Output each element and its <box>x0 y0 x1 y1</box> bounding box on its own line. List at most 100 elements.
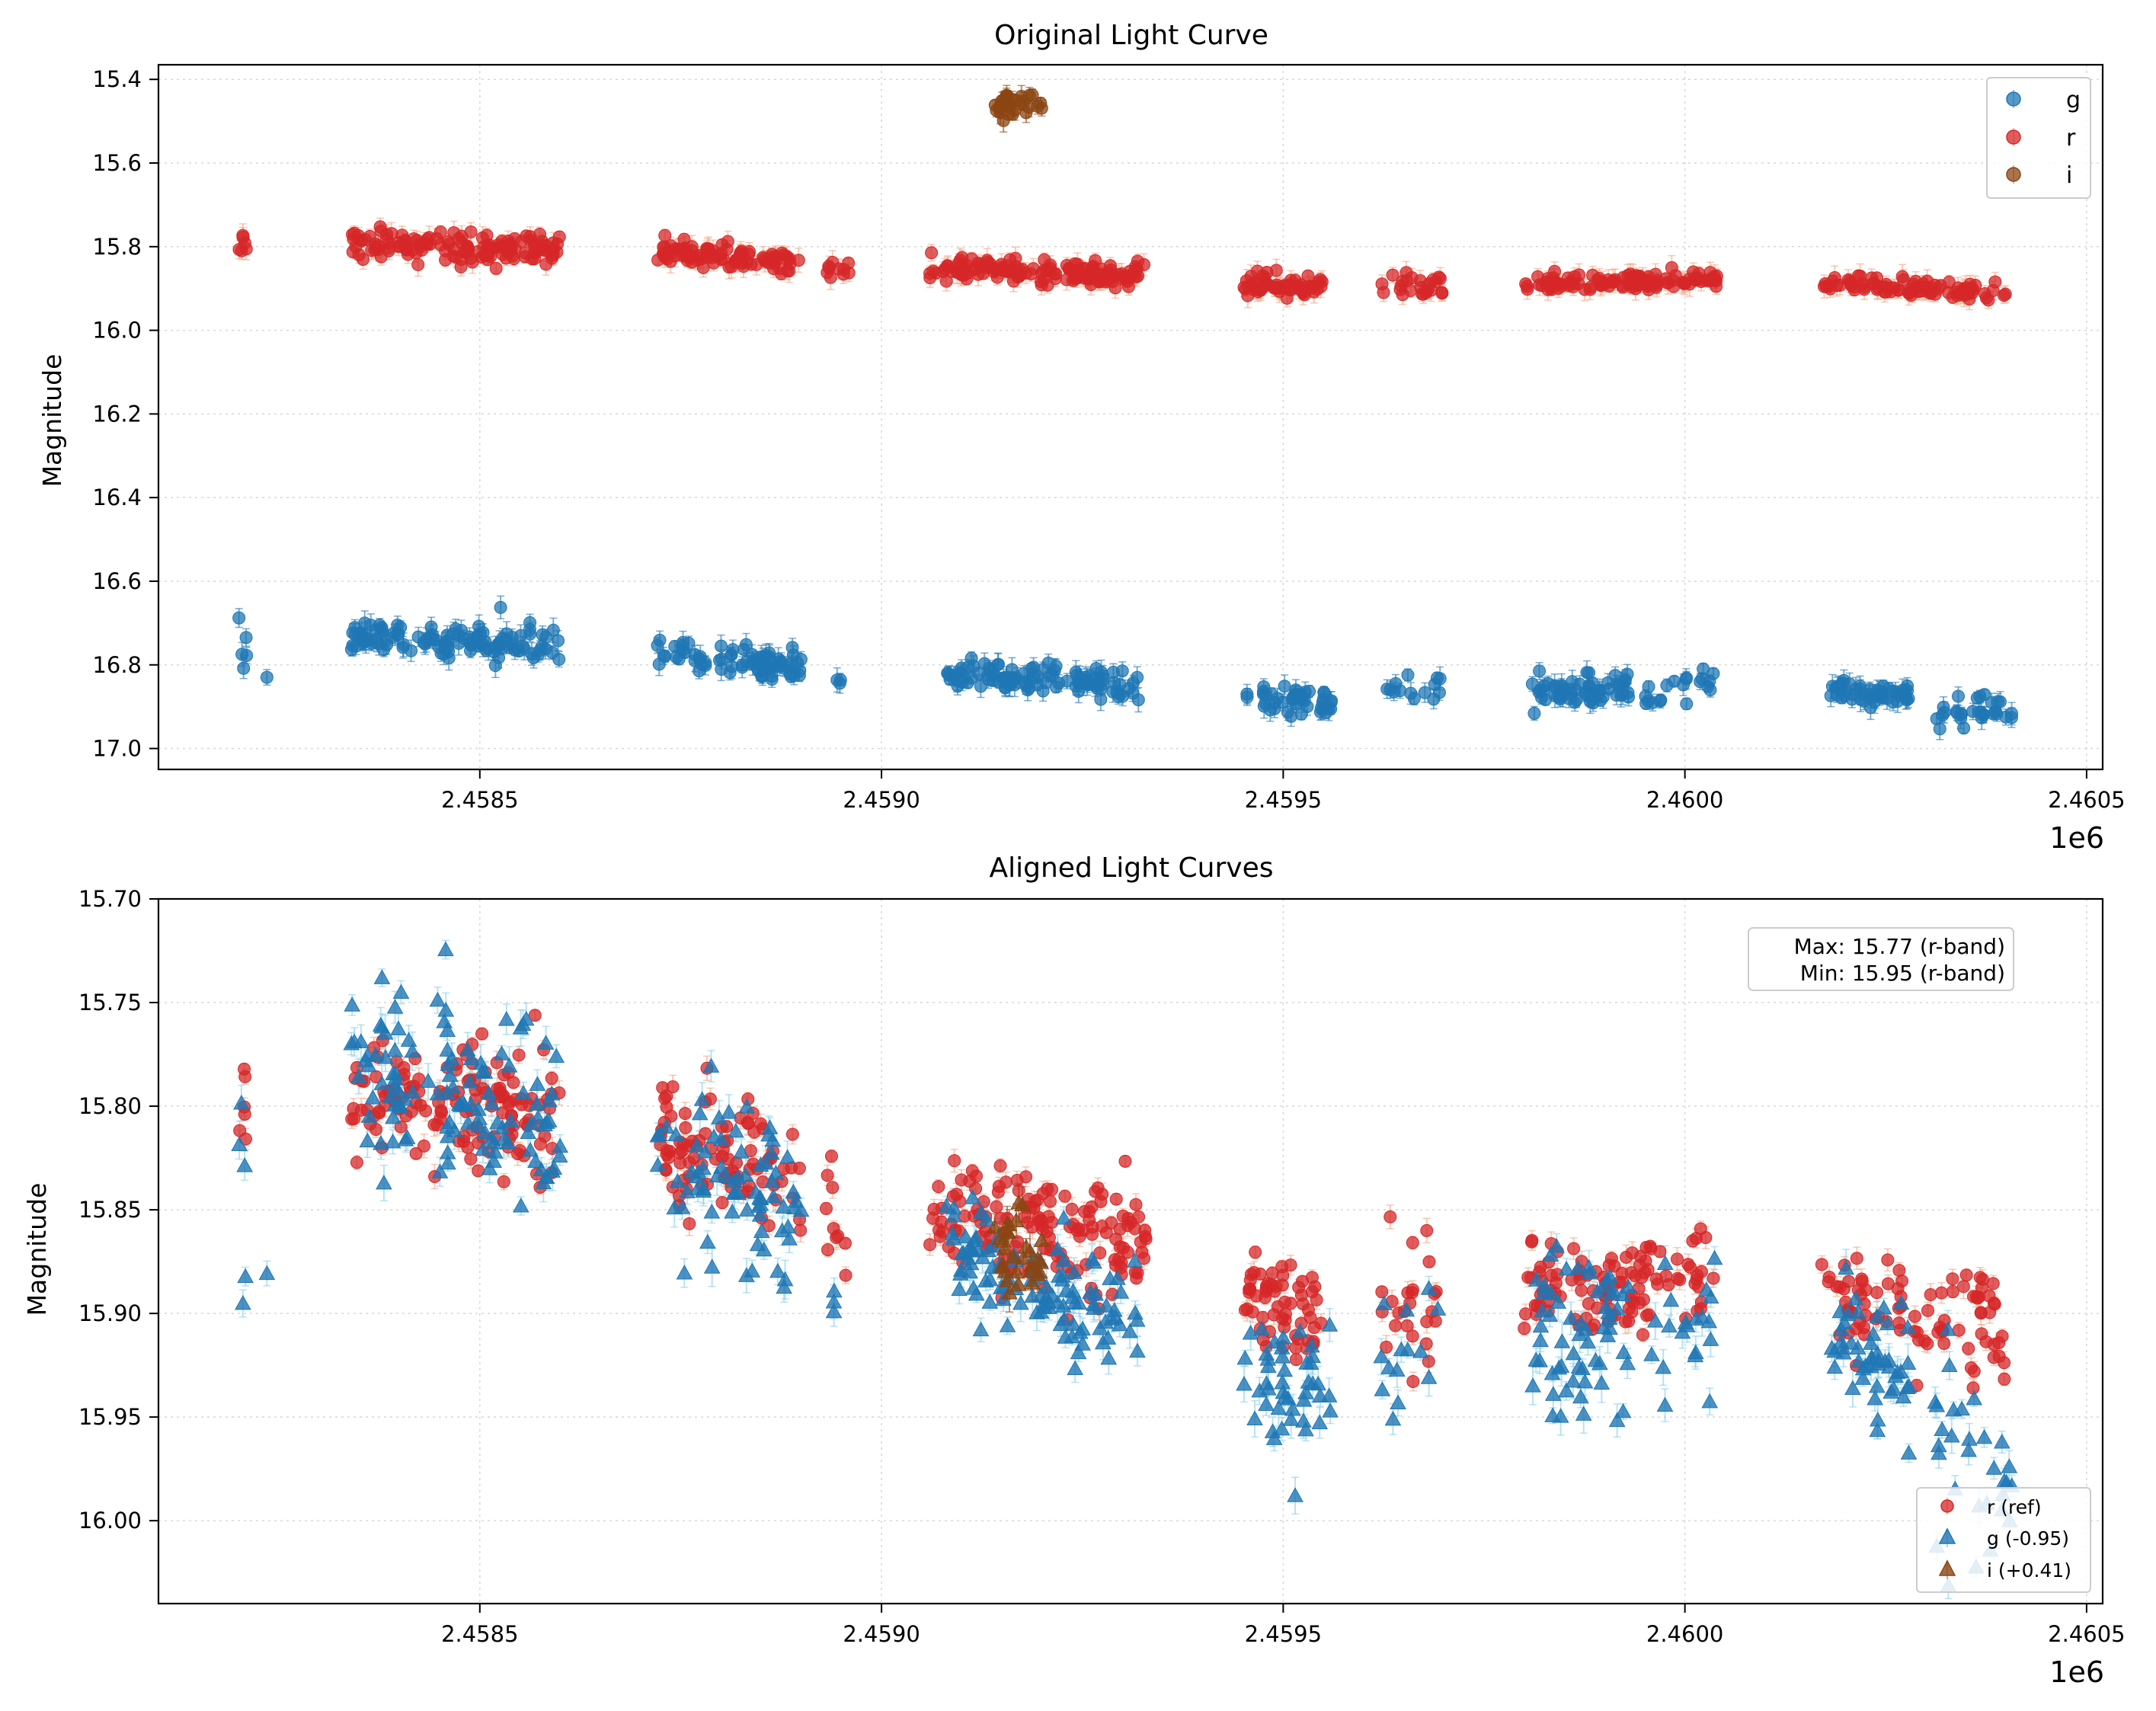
data-point <box>1296 690 1310 704</box>
data-point <box>552 634 565 648</box>
data-point <box>658 649 672 663</box>
data-point <box>489 261 503 275</box>
data-point <box>1892 283 1906 297</box>
data-point <box>488 659 502 673</box>
data-point <box>734 245 748 258</box>
data-point <box>1993 695 2007 708</box>
data-point <box>967 659 980 673</box>
data-point <box>512 644 526 658</box>
data-point <box>1990 707 2004 721</box>
data-point <box>552 652 566 666</box>
data-point <box>1854 680 1867 693</box>
data-point <box>1951 689 1965 703</box>
data-point <box>1533 683 1547 697</box>
data-point <box>783 257 797 270</box>
data-point <box>1548 680 1562 693</box>
data-point <box>1031 678 1044 692</box>
data-point <box>833 673 847 687</box>
data-point <box>1586 268 1600 282</box>
data-point <box>1585 693 1599 707</box>
data-point <box>1276 696 1290 709</box>
data-point <box>676 249 689 263</box>
data-point <box>477 240 491 254</box>
data-point <box>546 236 560 250</box>
data-point <box>1387 685 1401 699</box>
data-point <box>1049 680 1063 694</box>
data-point <box>1865 271 1879 285</box>
data-point <box>677 232 691 246</box>
data-point <box>1854 692 1867 706</box>
data-point <box>397 638 411 651</box>
data-point <box>447 225 461 239</box>
data-point <box>701 242 715 256</box>
data-point <box>476 625 490 639</box>
data-point <box>735 658 749 672</box>
data-point <box>1315 701 1329 715</box>
data-point <box>986 673 1000 687</box>
data-point <box>347 226 361 240</box>
data-point <box>746 656 760 670</box>
data-point <box>1613 678 1627 692</box>
x-offset-label: 1e6 <box>2049 821 2104 855</box>
data-point <box>1244 270 1258 283</box>
data-point <box>1573 677 1587 691</box>
data-point <box>765 673 779 686</box>
data-point <box>1889 685 1902 699</box>
data-point <box>1973 689 1987 703</box>
data-point <box>441 634 455 648</box>
data-point <box>439 253 453 267</box>
data-point <box>1660 679 1674 692</box>
data-point <box>1317 686 1331 699</box>
data-point <box>1521 283 1534 296</box>
data-point <box>374 224 388 238</box>
data-point <box>492 241 506 254</box>
data-points <box>232 88 2019 736</box>
data-point <box>1934 279 1947 293</box>
data-point <box>1427 692 1441 706</box>
data-point <box>1930 712 1943 726</box>
data-point <box>763 646 776 660</box>
data-point <box>693 664 706 678</box>
data-point <box>777 248 791 262</box>
data-point <box>539 642 552 656</box>
data-point <box>722 261 736 274</box>
data-point <box>235 648 249 661</box>
data-point <box>1312 275 1326 289</box>
data-point <box>523 230 537 244</box>
data-point <box>1583 283 1597 296</box>
data-point <box>413 240 427 254</box>
data-point <box>464 644 478 657</box>
data-point <box>1629 271 1643 285</box>
data-point <box>1257 680 1271 693</box>
data-point <box>1527 706 1541 720</box>
data-point <box>1533 664 1547 678</box>
data-point <box>991 658 1005 672</box>
data-point <box>1691 271 1704 285</box>
data-point <box>1602 280 1616 293</box>
data-point <box>1680 697 1694 711</box>
data-point <box>1401 668 1415 682</box>
y-axis-label: Magnitude <box>37 354 67 488</box>
data-point <box>232 611 246 625</box>
data-point <box>1041 656 1055 670</box>
data-point <box>715 639 728 653</box>
data-point <box>1879 280 1892 294</box>
data-point <box>842 256 856 270</box>
data-point <box>941 260 955 273</box>
data-point <box>1297 286 1310 300</box>
data-point <box>1710 280 1723 293</box>
data-point <box>737 643 750 657</box>
data-point <box>773 261 786 275</box>
data-point <box>1251 283 1265 296</box>
data-point <box>514 628 528 642</box>
data-point <box>715 652 728 666</box>
data-point <box>1553 277 1567 291</box>
data-point <box>491 637 505 651</box>
data-point <box>1429 274 1443 288</box>
data-point <box>433 225 447 239</box>
data-point <box>696 261 710 274</box>
data-point <box>964 252 978 266</box>
data-point <box>1407 692 1421 705</box>
data-point <box>368 237 382 251</box>
